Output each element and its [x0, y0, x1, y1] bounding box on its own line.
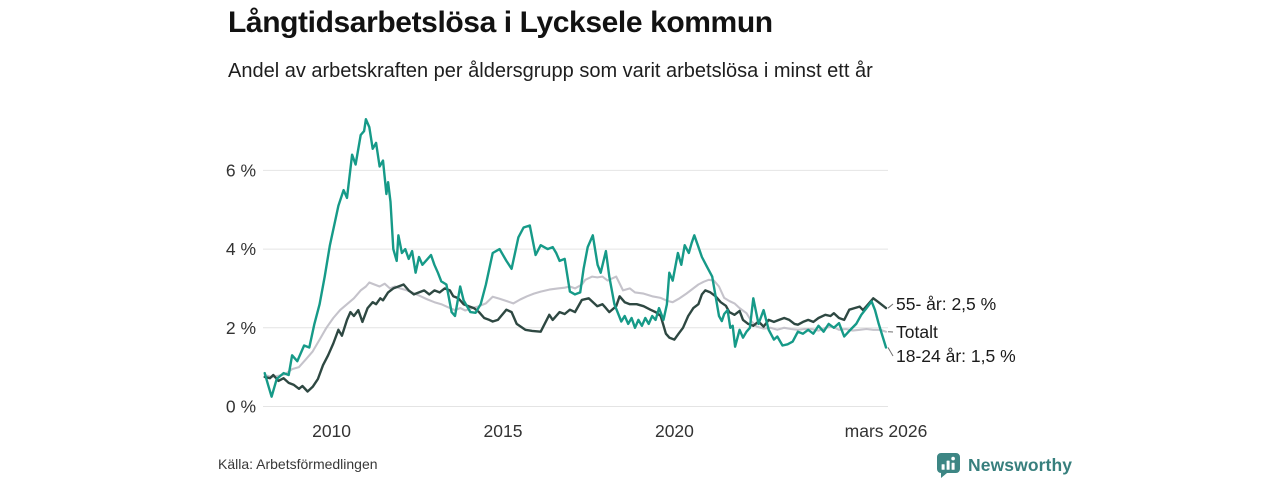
- y-axis-tick-label: 2 %: [226, 318, 256, 338]
- series-end-label-55: 55- år: 2,5 %: [896, 294, 997, 314]
- x-axis-tick-label: mars 2026: [845, 421, 928, 441]
- page-title: Långtidsarbetslösa i Lycksele kommun: [228, 6, 773, 39]
- chart-subtitle: Andel av arbetskraften per åldersgrupp s…: [228, 60, 873, 82]
- x-axis-tick-label: 2015: [484, 421, 523, 441]
- series-line-18-24år: [263, 117, 888, 398]
- series-end-label-18-24: 18-24 år: 1,5 %: [896, 346, 1016, 366]
- series-line-55-år: [263, 283, 888, 393]
- series-line-Totalt: [263, 275, 888, 379]
- newsworthy-logo: Newsworthy: [936, 452, 1072, 478]
- label-connector: [887, 347, 894, 357]
- source-credit: Källa: Arbetsförmedlingen: [218, 456, 378, 472]
- y-axis-tick-label: 4 %: [226, 239, 256, 259]
- label-connector: [887, 303, 894, 309]
- newsworthy-wordmark: Newsworthy: [968, 454, 1073, 475]
- x-axis-tick-label: 2020: [655, 421, 694, 441]
- y-axis-tick-label: 0 %: [226, 397, 256, 417]
- newsworthy-badge-icon: [937, 453, 960, 478]
- x-axis-tick-label: 2010: [312, 421, 351, 441]
- y-axis-tick-label: 6 %: [226, 160, 256, 180]
- series-end-label-totalt: Totalt: [896, 322, 938, 342]
